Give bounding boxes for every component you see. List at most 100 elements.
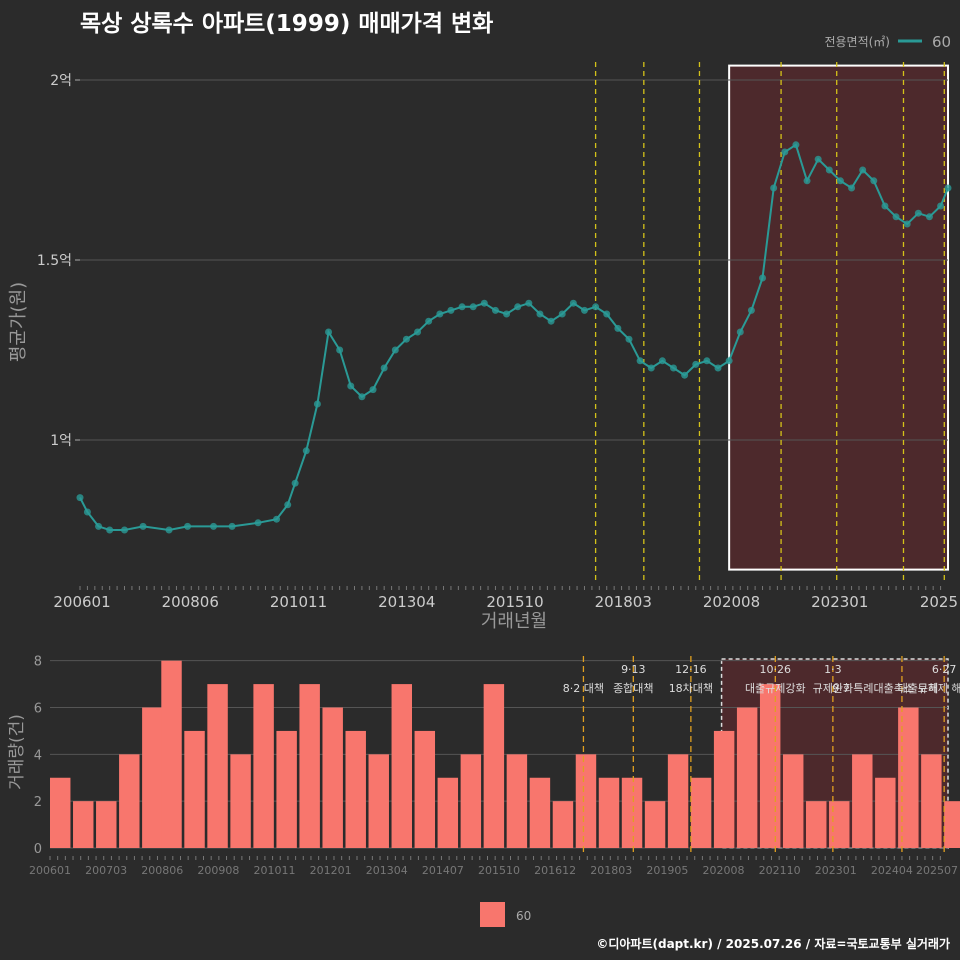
volume-bar (736, 707, 758, 848)
volume-bar (598, 777, 620, 848)
y-tick-label: 2 (34, 795, 42, 810)
policy-name-label: 규제완화 (813, 682, 853, 695)
y-tick-labels: 1억 1.5억 2억 (37, 73, 72, 449)
x-axis-label: 거래년월 (481, 611, 547, 632)
price-point (759, 274, 767, 282)
volume-bar (782, 754, 804, 848)
x-tick-label: 201510 (478, 864, 520, 877)
price-point (291, 479, 299, 487)
volume-bar (690, 777, 712, 848)
price-point (647, 364, 655, 372)
price-point (514, 303, 522, 311)
price-point (692, 360, 700, 368)
volume-bar (73, 801, 94, 848)
policy-date-label: 12·16 (675, 663, 707, 676)
highlight-box (728, 64, 950, 571)
policy-lines (594, 62, 945, 584)
volume-bars (50, 660, 960, 848)
price-point (725, 357, 733, 365)
volume-bar (184, 730, 205, 848)
price-point (614, 324, 622, 332)
policy-name-label: 18차대책 (669, 682, 713, 695)
price-point (480, 299, 488, 307)
price-point (881, 202, 889, 210)
x-tick-label: 201304 (378, 593, 435, 611)
price-point (165, 526, 173, 534)
volume-bar (253, 684, 274, 848)
x-tick-label: 200601 (29, 864, 71, 877)
volume-bar (391, 684, 412, 848)
bottom-legend: 60 (480, 902, 531, 927)
price-point (469, 303, 477, 311)
price-point (358, 393, 366, 401)
price-point (121, 526, 129, 534)
price-point (903, 220, 911, 228)
x-tick-label: 2025 (920, 593, 958, 611)
x-tick-label: 200703 (85, 864, 127, 877)
volume-bar (483, 684, 505, 848)
price-point (747, 306, 755, 314)
price-point (870, 177, 878, 185)
price-point (402, 335, 410, 343)
volume-bar (96, 801, 117, 848)
legend: 전용면적(㎡) 60 (824, 33, 951, 51)
x-tick-label: 200601 (53, 593, 110, 611)
x-tick-labels: 200601 200806 201011 201304 201510 201803 2020… (53, 586, 958, 611)
volume-bar (50, 777, 71, 848)
price-point (369, 386, 377, 394)
volume-bar (207, 684, 228, 848)
y-axis-label: 거래량(건) (7, 714, 27, 790)
x-tick-label: 202301 (811, 593, 868, 611)
volume-bar (806, 801, 827, 848)
highlight-period (728, 64, 950, 571)
legend-entry: 60 (516, 909, 531, 923)
policy-events: 8·2 대책 9·13 종합대책 12·16 18차대책 10·26 대출규제강화 1·3 규제… (563, 656, 960, 856)
x-tick-label: 202008 (703, 593, 760, 611)
legend-title: 전용면적(㎡) (824, 35, 890, 49)
chart-title: 목상 상록수 아파트(1999) 매매가격 변화 (80, 11, 494, 37)
volume-bar (345, 730, 366, 848)
policy-date-label: 1·3 (824, 663, 842, 676)
price-point (825, 166, 833, 174)
price-point (569, 299, 577, 307)
y-tick-label: 6 (34, 702, 42, 717)
price-point (380, 364, 388, 372)
price-point (491, 306, 499, 314)
price-point (325, 328, 333, 336)
policy-name-label: 9·7 특례대출축소 토허제 해제 (832, 681, 960, 695)
price-point (937, 202, 945, 210)
volume-bar (414, 730, 436, 848)
volume-bar (621, 777, 643, 848)
price-point (592, 303, 600, 311)
price-point (892, 213, 900, 221)
price-point (558, 310, 566, 318)
price-point (76, 494, 84, 502)
price-point (625, 335, 633, 343)
x-tick-label: 202301 (815, 864, 857, 877)
price-point (83, 508, 91, 516)
policy-name-label: 종합대책 (613, 682, 653, 695)
price-point (736, 328, 744, 336)
price-point (436, 310, 444, 318)
price-point (284, 501, 292, 509)
volume-bar (437, 777, 459, 848)
volume-bar (299, 684, 320, 848)
price-point (814, 155, 822, 163)
price-point (859, 166, 867, 174)
price-point (681, 371, 689, 379)
volume-bar (529, 777, 551, 848)
volume-bar (875, 777, 896, 848)
policy-date-label: 10·26 (760, 663, 792, 676)
volume-bar (161, 660, 182, 848)
policy-date-label: 6·27 (932, 663, 957, 676)
policy-name-label: 8·2 대책 (563, 682, 604, 695)
price-point (925, 213, 933, 221)
x-tick-label: 201803 (590, 864, 632, 877)
x-tick-label: 201803 (595, 593, 652, 611)
price-point (95, 522, 103, 530)
price-point (106, 526, 114, 534)
x-tick-labels: 200601 200703 200806 200908 201011 201201 2013… (29, 856, 958, 877)
volume-bar (276, 730, 297, 848)
x-tick-label: 201011 (254, 864, 296, 877)
